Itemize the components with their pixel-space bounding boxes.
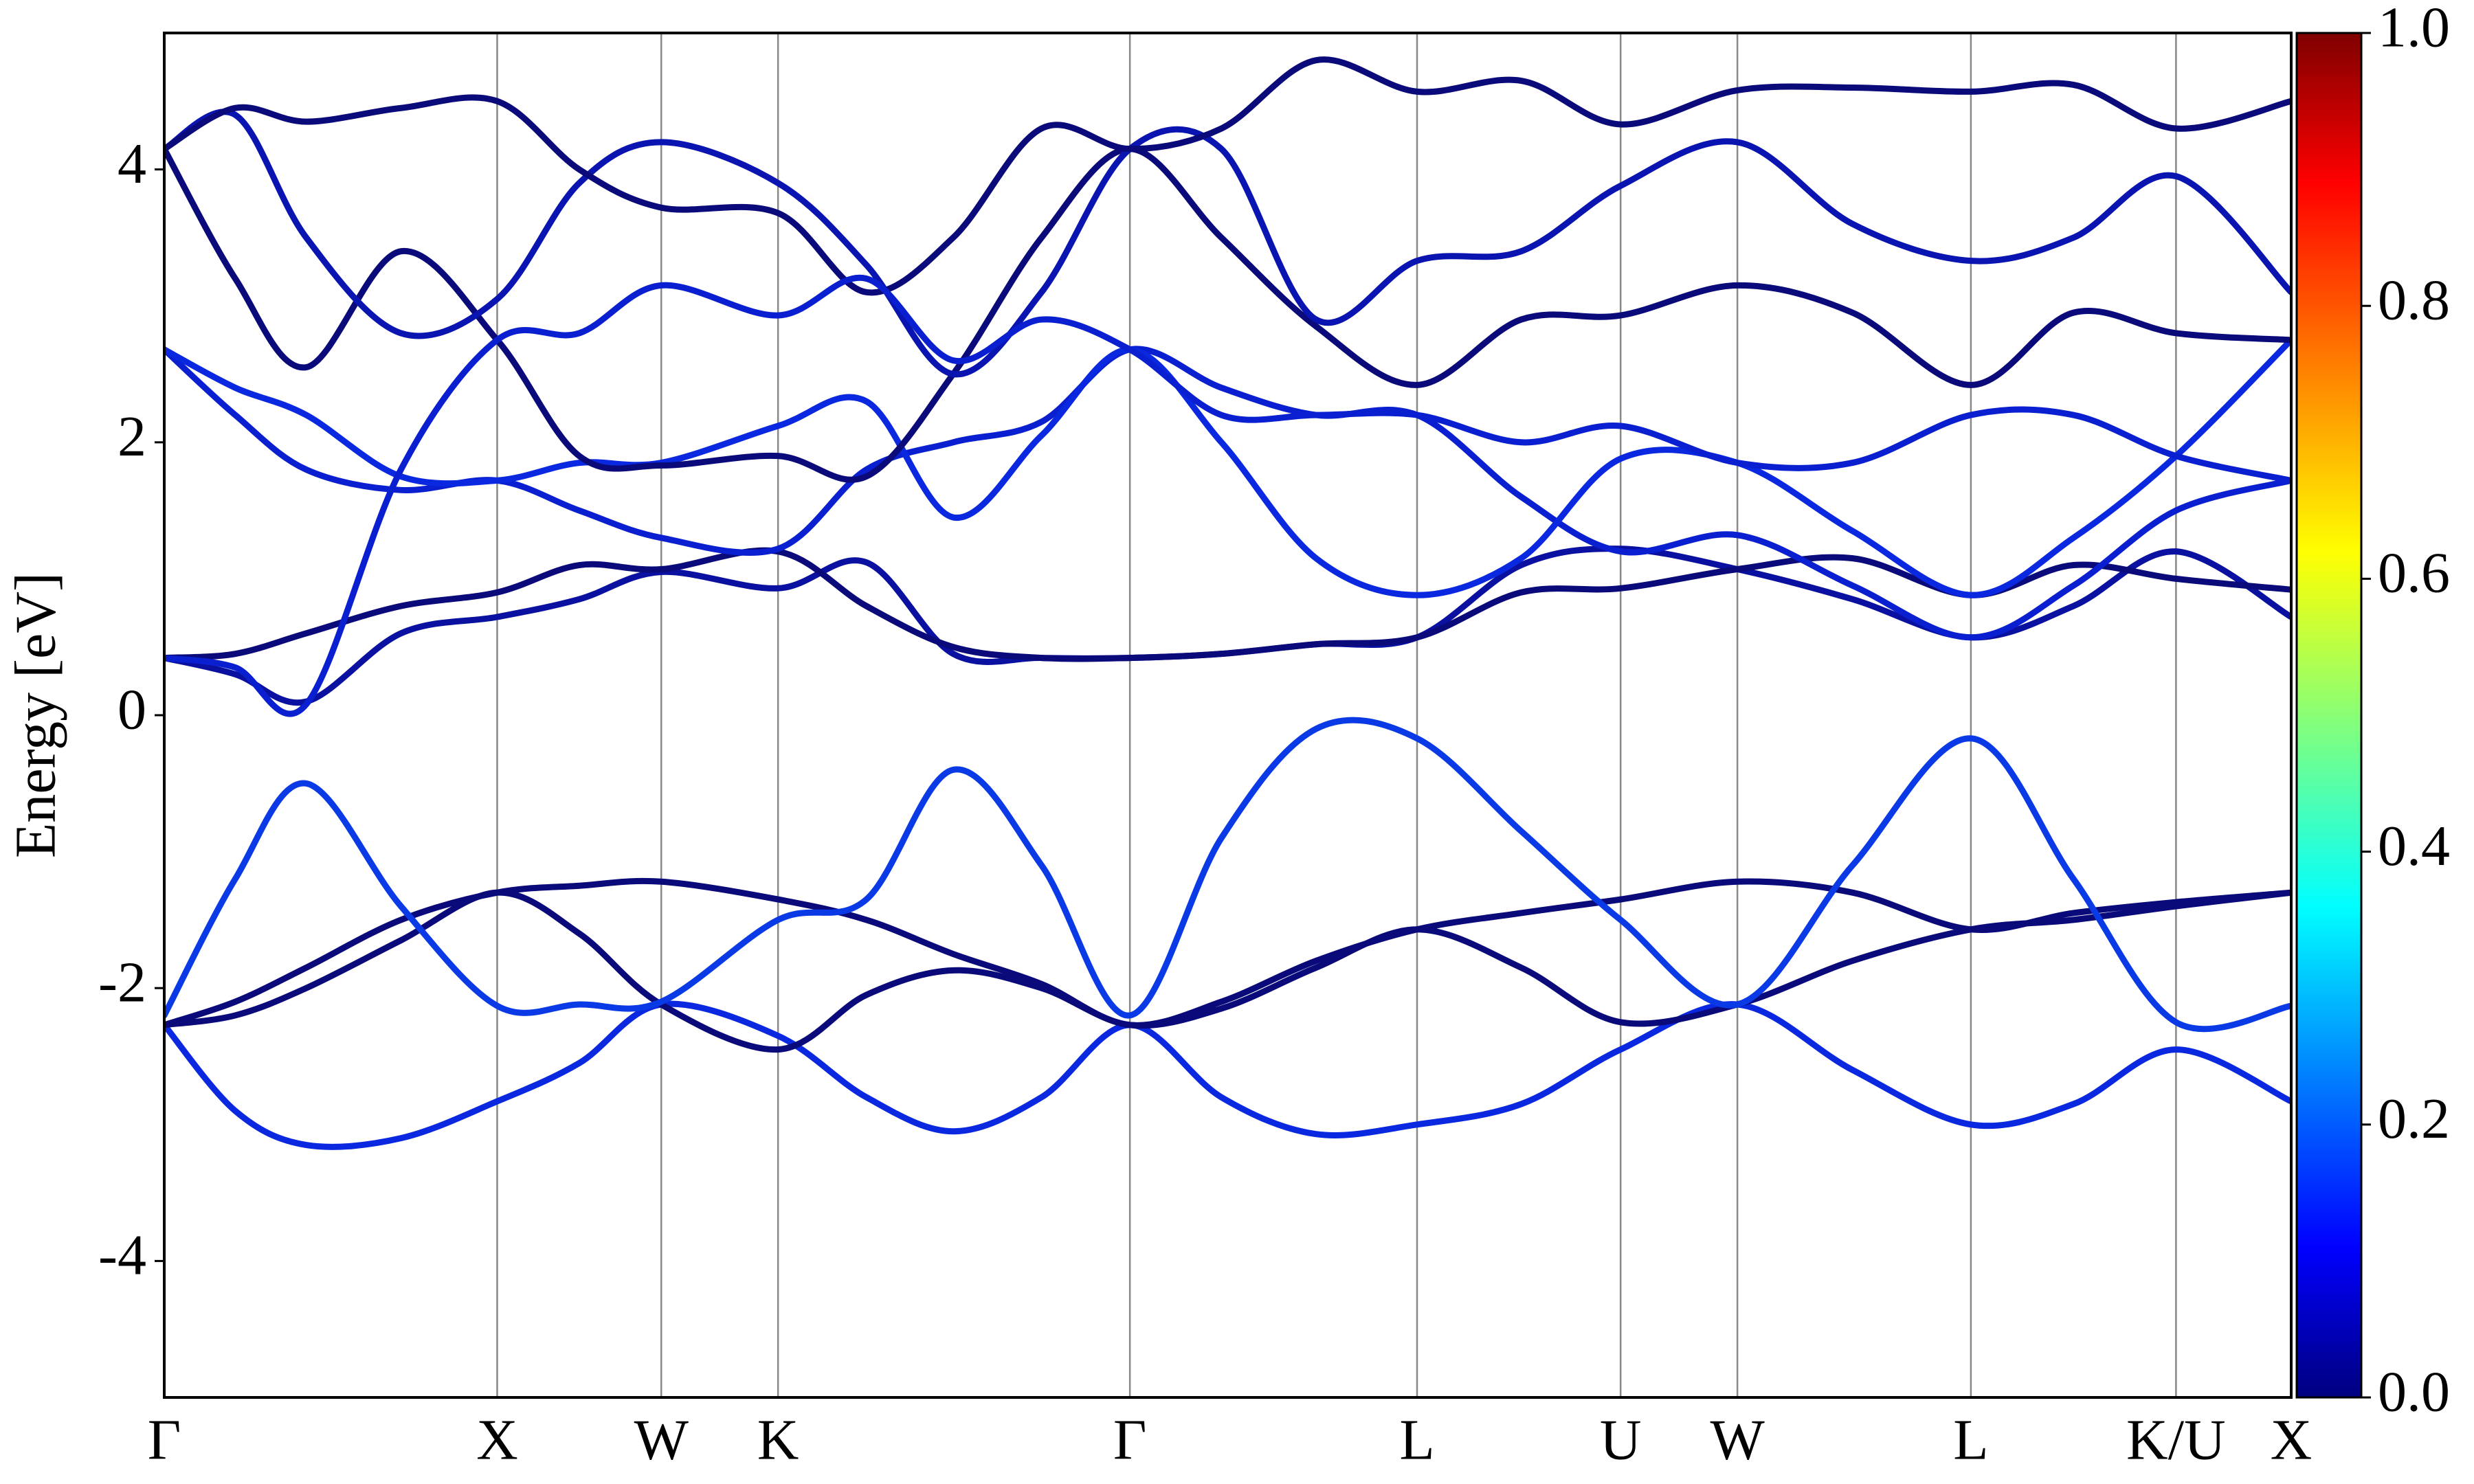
plot-frame — [163, 32, 2293, 1399]
band-line — [164, 889, 2291, 1053]
colorbar-tick-label: 0.6 — [2378, 541, 2450, 605]
band-line — [164, 146, 2291, 483]
band-line — [164, 109, 2291, 378]
x-tick-label: W — [1710, 1408, 1765, 1472]
band-line — [164, 546, 2291, 706]
band-line — [164, 56, 2291, 296]
colorbar — [2295, 32, 2363, 1399]
x-tick-label: Γ — [148, 1408, 181, 1472]
y-tick-label: -2 — [98, 950, 146, 1014]
colorbar-tick-label: 0.0 — [2378, 1360, 2450, 1424]
x-tick-label: X — [2271, 1408, 2313, 1472]
y-tick-label: 4 — [118, 132, 146, 196]
colorbar-tick-label: 0.4 — [2378, 814, 2450, 878]
y-axis-label: Energy [eV] — [3, 572, 67, 858]
x-tick-label: X — [476, 1408, 518, 1472]
band-line — [164, 547, 2291, 662]
band-line — [164, 1000, 2291, 1150]
plot-area — [164, 33, 2291, 1397]
x-tick-label: L — [1399, 1408, 1434, 1472]
colorbar-tick-label: 0.8 — [2378, 268, 2450, 332]
x-tick-label: K/U — [2126, 1408, 2226, 1472]
x-tick-label: U — [1600, 1408, 1642, 1472]
x-tick-label: W — [634, 1408, 689, 1472]
y-tick-label: -4 — [98, 1224, 146, 1288]
colorbar-tick-label: 0.2 — [2378, 1087, 2450, 1151]
band-line — [164, 877, 2291, 1028]
band-line — [164, 337, 2291, 598]
x-tick-label: L — [1953, 1408, 1988, 1472]
x-tick-label: K — [757, 1408, 799, 1472]
colorbar-tick-label: 1.0 — [2378, 0, 2450, 59]
y-tick-label: 0 — [118, 677, 146, 741]
band-line — [164, 274, 2291, 717]
x-tick-label: Γ — [1113, 1408, 1147, 1472]
band-line — [164, 717, 2291, 1033]
y-tick-label: 2 — [118, 405, 146, 469]
